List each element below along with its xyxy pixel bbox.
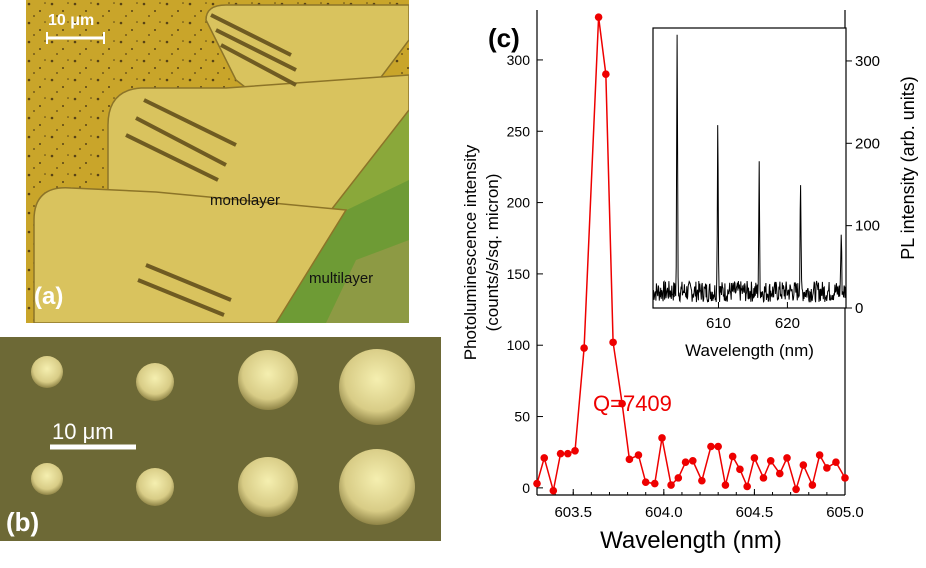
pl-data-point [728, 452, 737, 461]
scale-bar-label: 10 μm [52, 419, 114, 444]
disk [31, 463, 63, 495]
panel-a-micrograph: 10 μm monolayer multilayer (a) [26, 0, 409, 323]
pl-data-point [674, 474, 683, 482]
inset-y-tick-label: 0 [855, 300, 863, 317]
pl-data-point [641, 478, 650, 486]
inset-frame [652, 27, 847, 309]
pl-data-point [766, 456, 775, 465]
disk [339, 449, 415, 525]
y-axis-label-units: (counts/s/sq. micron) [483, 174, 502, 332]
pl-data-point [714, 442, 722, 451]
panel-c-tag: (c) [488, 23, 520, 53]
inset-y-tick-label: 200 [855, 135, 880, 152]
monolayer-label: monolayer [210, 192, 281, 209]
pl-data-point [549, 486, 558, 495]
x-tick-label: 604.0 [645, 504, 683, 521]
electrode-image [26, 0, 409, 323]
pl-chart: 0 50 100 150 200 250 300 603.5 604.0 604.5 605.0 Wa… [461, 10, 918, 554]
pl-data-point [681, 458, 690, 466]
pl-data-point [580, 344, 588, 352]
pl-data-point [736, 465, 744, 474]
pl-data-point [556, 449, 565, 458]
pl-data-point [602, 70, 610, 78]
inset-x-tick-label: 610 [706, 315, 731, 332]
panel-b-micrograph: 10 μm (b) [0, 337, 441, 541]
y-axis-label: Photoluminescence intensity [461, 144, 480, 360]
pl-data-point [743, 482, 751, 491]
y-tick-label: 50 [514, 409, 530, 425]
disk [238, 457, 298, 517]
panel-a-tag: (a) [34, 283, 64, 310]
pl-data-point [750, 454, 759, 462]
disk [238, 350, 298, 410]
pl-data-point [759, 474, 768, 482]
y-tick-label: 0 [522, 480, 530, 496]
pl-data-point [689, 456, 697, 465]
inset-spectrum-line [652, 34, 846, 304]
pl-data-point [625, 455, 634, 464]
pl-data-point [658, 434, 666, 442]
pl-data-point [564, 449, 572, 458]
pl-data-point [634, 451, 643, 459]
pl-data-point [832, 458, 840, 466]
pl-data-point [792, 485, 800, 494]
x-axis-label: Wavelength (nm) [600, 527, 782, 554]
panel-b-tag: (b) [6, 507, 40, 537]
x-tick-label: 605.0 [826, 504, 864, 521]
x-tick-label: 604.5 [736, 504, 774, 521]
pl-data-point [808, 481, 817, 489]
pl-data-point [823, 464, 831, 472]
y-tick-label: 300 [507, 52, 531, 68]
pl-data-point [721, 481, 730, 489]
y-tick-label: 100 [507, 337, 531, 353]
disk [339, 349, 415, 425]
pl-data-point [609, 338, 617, 347]
disk [31, 356, 63, 388]
pl-data-point [707, 442, 715, 451]
pl-data-point [698, 476, 706, 485]
inset-x-axis-label: Wavelength (nm) [685, 341, 814, 360]
pl-data-point [667, 481, 675, 489]
x-tick-label: 603.5 [554, 504, 592, 521]
scale-bar-label: 10 μm [48, 12, 95, 29]
disk [136, 363, 174, 401]
pl-data-point [815, 451, 824, 459]
pl-data-point [841, 474, 849, 482]
pl-data-point [594, 13, 603, 21]
q-factor-annotation: Q=7409 [593, 391, 672, 416]
inset-x-tick-label: 620 [775, 315, 800, 332]
y-tick-label: 150 [507, 266, 531, 282]
pl-data-point [540, 454, 549, 462]
pl-data-point [783, 454, 791, 462]
pl-data-point [650, 479, 659, 488]
pl-data-point [799, 461, 808, 469]
inset-y-tick-label: 100 [855, 218, 880, 235]
pl-data-point [618, 399, 626, 408]
multilayer-label: multilayer [309, 270, 374, 287]
y-tick-label: 200 [507, 195, 531, 211]
pl-data-point [571, 446, 579, 455]
disk [136, 468, 174, 506]
pl-data-point [533, 479, 541, 488]
inset-y-axis-label: PL intensity (arb. units) [898, 76, 918, 259]
microdisk-image [0, 337, 441, 541]
inset-y-tick-label: 300 [855, 53, 880, 70]
y-tick-label: 250 [507, 123, 531, 139]
pl-data-point [775, 469, 784, 478]
